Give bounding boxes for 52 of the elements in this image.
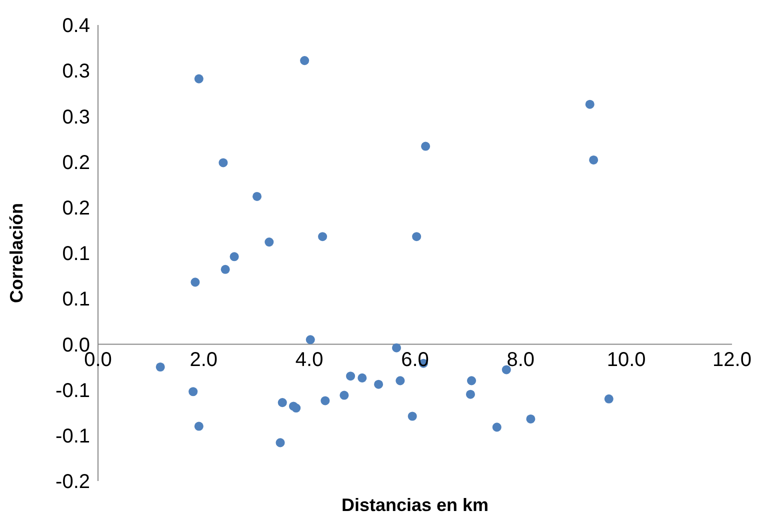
point [392, 343, 402, 352]
x-tick-label: 10.0 [606, 349, 646, 372]
point [340, 390, 349, 400]
point [358, 373, 367, 382]
point [292, 404, 301, 413]
y-tick-label: -0.2 [56, 471, 90, 494]
point [492, 422, 502, 432]
point [194, 74, 204, 84]
y-tick-label: 0.2 [62, 152, 90, 174]
y-tick-label: -0.1 [56, 380, 90, 402]
point [346, 372, 356, 381]
y-tick-label: -0.1 [56, 426, 90, 448]
point [264, 238, 274, 247]
point [252, 192, 262, 201]
point [218, 158, 228, 168]
point [230, 252, 239, 262]
point [276, 438, 285, 448]
point [585, 100, 594, 109]
point [412, 232, 422, 242]
y-tick-label: 0.1 [62, 243, 90, 266]
point [526, 414, 536, 424]
point [604, 394, 614, 404]
point [300, 56, 310, 66]
point [408, 412, 417, 421]
point [320, 396, 330, 406]
x-tick-label: 12.0 [712, 349, 752, 372]
y-tick-label: 0.2 [62, 198, 90, 220]
point [318, 232, 328, 242]
x-tick-label: 6.0 [401, 349, 429, 372]
point [589, 155, 598, 164]
y-tick-label: 0.1 [62, 288, 90, 311]
x-tick-label: 4.0 [295, 349, 324, 372]
point [374, 380, 384, 389]
x-axis-title: Distancias en km [341, 495, 489, 513]
point [502, 365, 511, 374]
point [396, 376, 405, 386]
point [278, 398, 287, 408]
point [306, 335, 315, 344]
y-tick-label: 0.3 [62, 60, 90, 83]
point [188, 387, 198, 396]
x-tick-label: 8.0 [506, 349, 535, 372]
y-tick-label: 0.3 [62, 106, 90, 128]
y-tick-label: 0.4 [62, 15, 90, 38]
point [194, 422, 204, 431]
y-axis-title: Correlación [6, 202, 26, 304]
point [421, 142, 430, 151]
point [467, 376, 476, 386]
x-tick-label: 2.0 [190, 349, 218, 372]
point [466, 390, 475, 399]
point [190, 278, 200, 287]
point [220, 264, 230, 274]
point [156, 362, 165, 372]
